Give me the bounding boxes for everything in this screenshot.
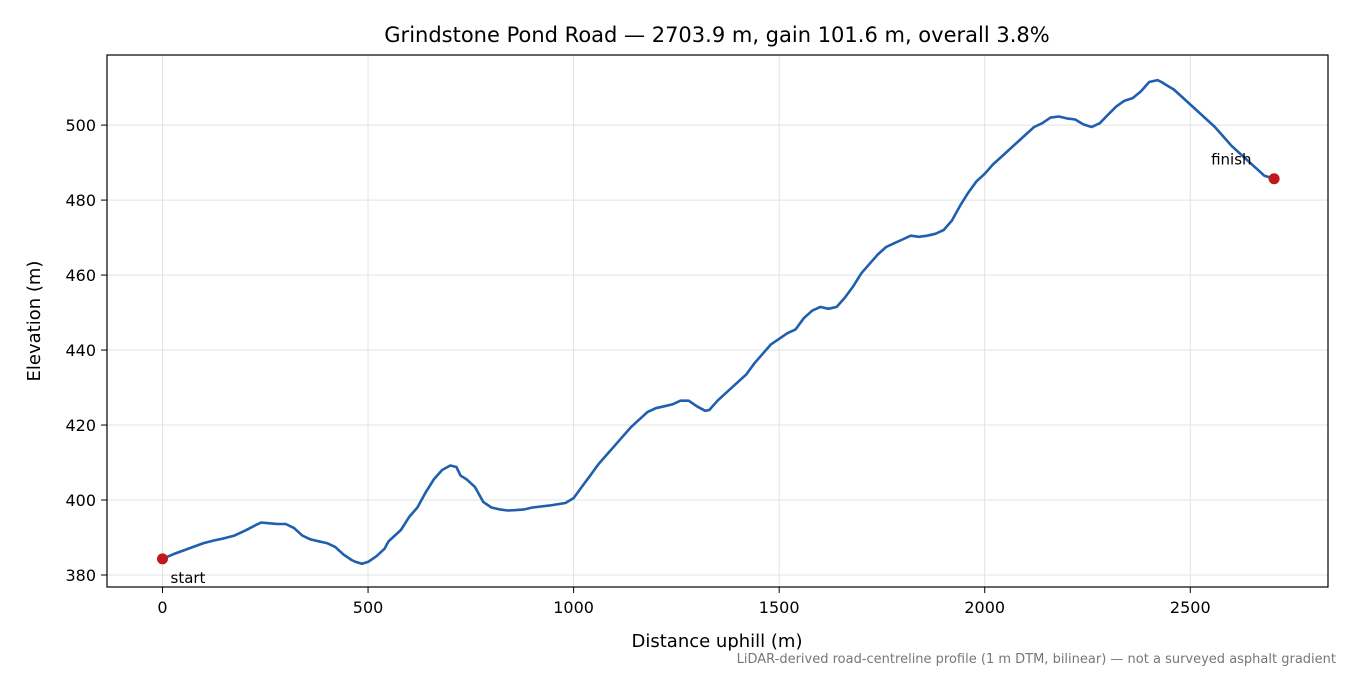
x-tick-label: 2000 bbox=[964, 598, 1005, 617]
x-axis-ticks: 0 500 1000 1500 2000 2500 bbox=[157, 587, 1211, 617]
chart-title: Grindstone Pond Road — 2703.9 m, gain 10… bbox=[384, 23, 1049, 47]
x-tick-label: 1500 bbox=[759, 598, 800, 617]
start-label: start bbox=[171, 569, 206, 587]
x-tick-label: 2500 bbox=[1170, 598, 1211, 617]
y-tick-label: 420 bbox=[65, 416, 96, 435]
x-tick-label: 500 bbox=[353, 598, 384, 617]
finish-label: finish bbox=[1211, 151, 1251, 169]
y-tick-label: 380 bbox=[65, 566, 96, 585]
footnote: LiDAR-derived road-centreline profile (1… bbox=[736, 652, 1336, 667]
y-axis-label: Elevation (m) bbox=[24, 261, 45, 382]
x-tick-label: 1000 bbox=[553, 598, 594, 617]
x-tick-label: 0 bbox=[157, 598, 167, 617]
grid-lines bbox=[107, 55, 1328, 587]
y-tick-label: 440 bbox=[65, 341, 96, 360]
y-tick-label: 480 bbox=[65, 191, 96, 210]
plot-frame bbox=[106, 54, 1329, 588]
start-marker bbox=[157, 553, 168, 565]
elevation-line bbox=[161, 78, 1275, 566]
y-axis-ticks: 380 400 420 440 460 480 500 bbox=[65, 116, 107, 585]
y-tick-label: 500 bbox=[65, 116, 96, 135]
x-axis-label: Distance uphill (m) bbox=[632, 631, 803, 652]
finish-marker bbox=[1268, 173, 1280, 185]
y-tick-label: 460 bbox=[65, 266, 96, 285]
y-tick-label: 400 bbox=[65, 491, 96, 510]
